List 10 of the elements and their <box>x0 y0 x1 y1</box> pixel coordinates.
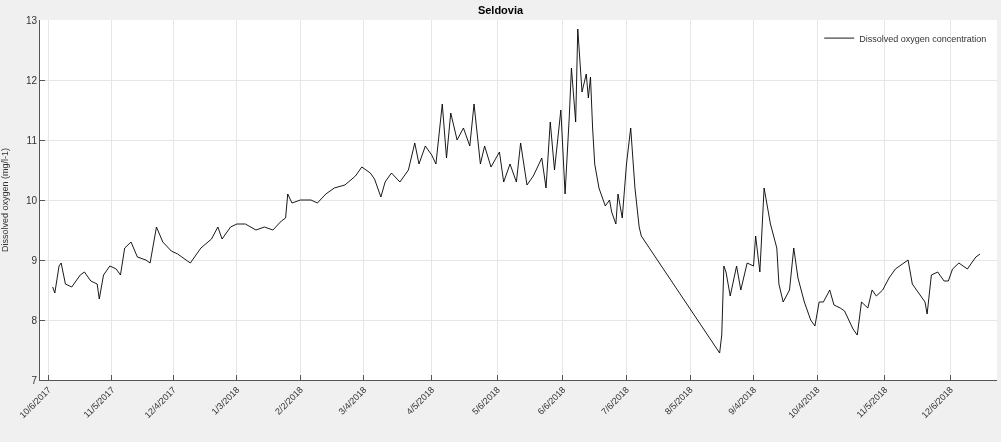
y-tick-label: 9 <box>31 254 38 266</box>
y-tick-label: 8 <box>31 314 38 326</box>
y-tick-label: 12 <box>25 74 38 86</box>
y-tick-label: 13 <box>25 14 38 26</box>
legend-label: Dissolved oxygen concentration <box>859 33 987 44</box>
y-tick-label: 11 <box>26 134 38 146</box>
chart-title: Seldovia <box>477 4 524 17</box>
y-tick-label: 7 <box>31 374 38 386</box>
y-tick-label: 10 <box>25 194 38 206</box>
y-axis-title: Dissolved oxygen (mg/l-1) <box>0 147 11 253</box>
